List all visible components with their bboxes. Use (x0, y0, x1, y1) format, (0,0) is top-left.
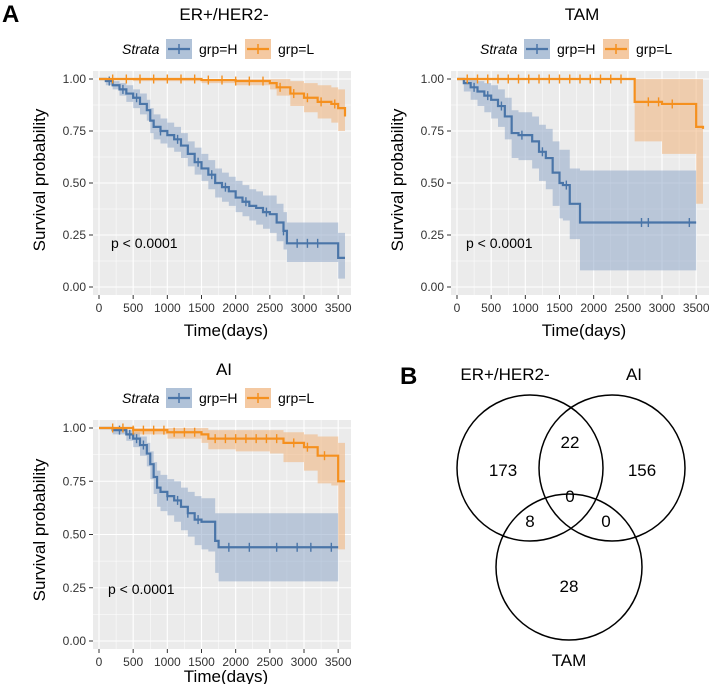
legend-label-grp-l: grp=L (636, 41, 672, 57)
legend-title: Strata (122, 390, 160, 406)
legend-label-grp-h: grp=H (199, 390, 238, 406)
x-tick-label: 0 (454, 301, 461, 315)
y-axis-label: Survival probability (30, 108, 49, 251)
y-tick-label: 1.00 (63, 72, 87, 86)
legend: Strata grp=H grp=L (122, 388, 314, 408)
legend: Strata grp=H grp=L (122, 39, 314, 59)
x-tick-label: 3000 (291, 301, 318, 315)
venn-count-er-tam: 8 (525, 512, 534, 531)
venn-diagram: ER+/HER2- AI TAM 173 22 156 0 8 0 28 (456, 365, 686, 670)
venn-count-tam-only: 28 (560, 577, 579, 596)
x-tick-label: 2500 (256, 301, 283, 315)
y-tick-label: 1.00 (63, 421, 87, 435)
km-panel-tam: TAM Strata grp=H grp=L Survival probabil… (388, 5, 709, 340)
x-tick-label: 3500 (325, 655, 352, 669)
venn-label-er-her2: ER+/HER2- (460, 365, 549, 384)
legend-label-grp-l: grp=L (278, 41, 314, 57)
y-axis-label: Survival probability (388, 108, 407, 251)
ci-band-grp-l (99, 428, 345, 556)
km-panel-ai: AI Strata grp=H grp=L Survival probabili… (30, 360, 352, 684)
y-tick-label: 0.00 (421, 280, 445, 294)
panel-title: AI (216, 360, 232, 379)
p-value: p < 0.0001 (111, 235, 178, 251)
x-tick-label: 3500 (683, 301, 709, 315)
x-tick-label: 3000 (649, 301, 676, 315)
legend-title: Strata (122, 41, 160, 57)
venn-count-ai-only: 156 (628, 461, 656, 480)
ci-band-grp-l (457, 79, 703, 208)
x-tick-label: 2500 (614, 301, 641, 315)
km-curve-grp-l (99, 426, 345, 483)
venn-count-all: 0 (565, 487, 574, 506)
x-tick-label: 1500 (546, 301, 573, 315)
y-tick-label: 0.50 (421, 176, 445, 190)
x-tick-label: 500 (481, 301, 501, 315)
x-tick-label: 1500 (188, 655, 215, 669)
venn-count-er-ai: 22 (561, 433, 580, 452)
x-tick-label: 0 (96, 655, 103, 669)
p-value: p < 0.0001 (466, 235, 533, 251)
km-curve-grp-h (457, 77, 697, 224)
p-value: p < 0.0001 (108, 581, 175, 597)
y-tick-label: 0.50 (63, 176, 87, 190)
venn-circle-tam (495, 493, 643, 641)
venn-label-tam: TAM (552, 651, 587, 670)
panel-letter-b: B (400, 363, 417, 390)
venn-count-ai-tam: 0 (601, 512, 610, 531)
plot-area (93, 71, 351, 295)
y-tick-label: 0.75 (421, 124, 445, 138)
legend-label-grp-l: grp=L (278, 390, 314, 406)
venn-circle-er-her2 (456, 394, 604, 542)
km-panel-er-her2: ER+/HER2- Strata grp=H grp=L Survival pr… (30, 5, 352, 340)
x-tick-label: 1000 (154, 655, 181, 669)
plot-area (93, 420, 351, 649)
x-axis-label: Time(days) (184, 667, 268, 684)
y-tick-label: 0.50 (63, 528, 87, 542)
x-tick-label: 2000 (222, 655, 249, 669)
y-tick-label: 0.75 (63, 474, 87, 488)
x-tick-label: 1000 (512, 301, 539, 315)
x-tick-label: 1500 (188, 301, 215, 315)
x-tick-label: 500 (123, 655, 143, 669)
x-tick-label: 3500 (325, 301, 352, 315)
y-tick-label: 0.75 (63, 124, 87, 138)
ci-band-grp-l (99, 79, 345, 148)
y-tick-label: 0.25 (421, 228, 445, 242)
legend-label-grp-h: grp=H (199, 41, 238, 57)
km-curve-grp-l (457, 77, 705, 129)
km-curve-grp-l (99, 77, 347, 117)
venn-circle-ai (538, 394, 686, 542)
ci-band-grp-h (99, 428, 339, 582)
x-tick-label: 2500 (256, 655, 283, 669)
y-tick-label: 0.25 (63, 581, 87, 595)
km-curve-grp-h (99, 77, 345, 259)
y-axis-label: Survival probability (30, 458, 49, 601)
legend-label-grp-h: grp=H (557, 41, 596, 57)
venn-count-er-only: 173 (489, 461, 517, 480)
x-tick-label: 0 (96, 301, 103, 315)
panel-title: TAM (565, 5, 600, 24)
panel-title: ER+/HER2- (179, 5, 268, 24)
venn-label-ai: AI (626, 365, 642, 384)
legend: Strata grp=H grp=L (480, 39, 672, 59)
y-tick-label: 1.00 (421, 72, 445, 86)
x-tick-label: 2000 (580, 301, 607, 315)
x-tick-label: 1000 (154, 301, 181, 315)
legend-title: Strata (480, 41, 518, 57)
y-tick-label: 0.00 (63, 280, 87, 294)
panel-letter-a: A (2, 1, 19, 28)
y-tick-label: 0.25 (63, 228, 87, 242)
x-axis-label: Time(days) (184, 321, 268, 340)
plot-area (451, 71, 709, 295)
x-tick-label: 500 (123, 301, 143, 315)
y-tick-label: 0.00 (63, 634, 87, 648)
x-tick-label: 3000 (291, 655, 318, 669)
x-axis-label: Time(days) (542, 321, 626, 340)
x-tick-label: 2000 (222, 301, 249, 315)
